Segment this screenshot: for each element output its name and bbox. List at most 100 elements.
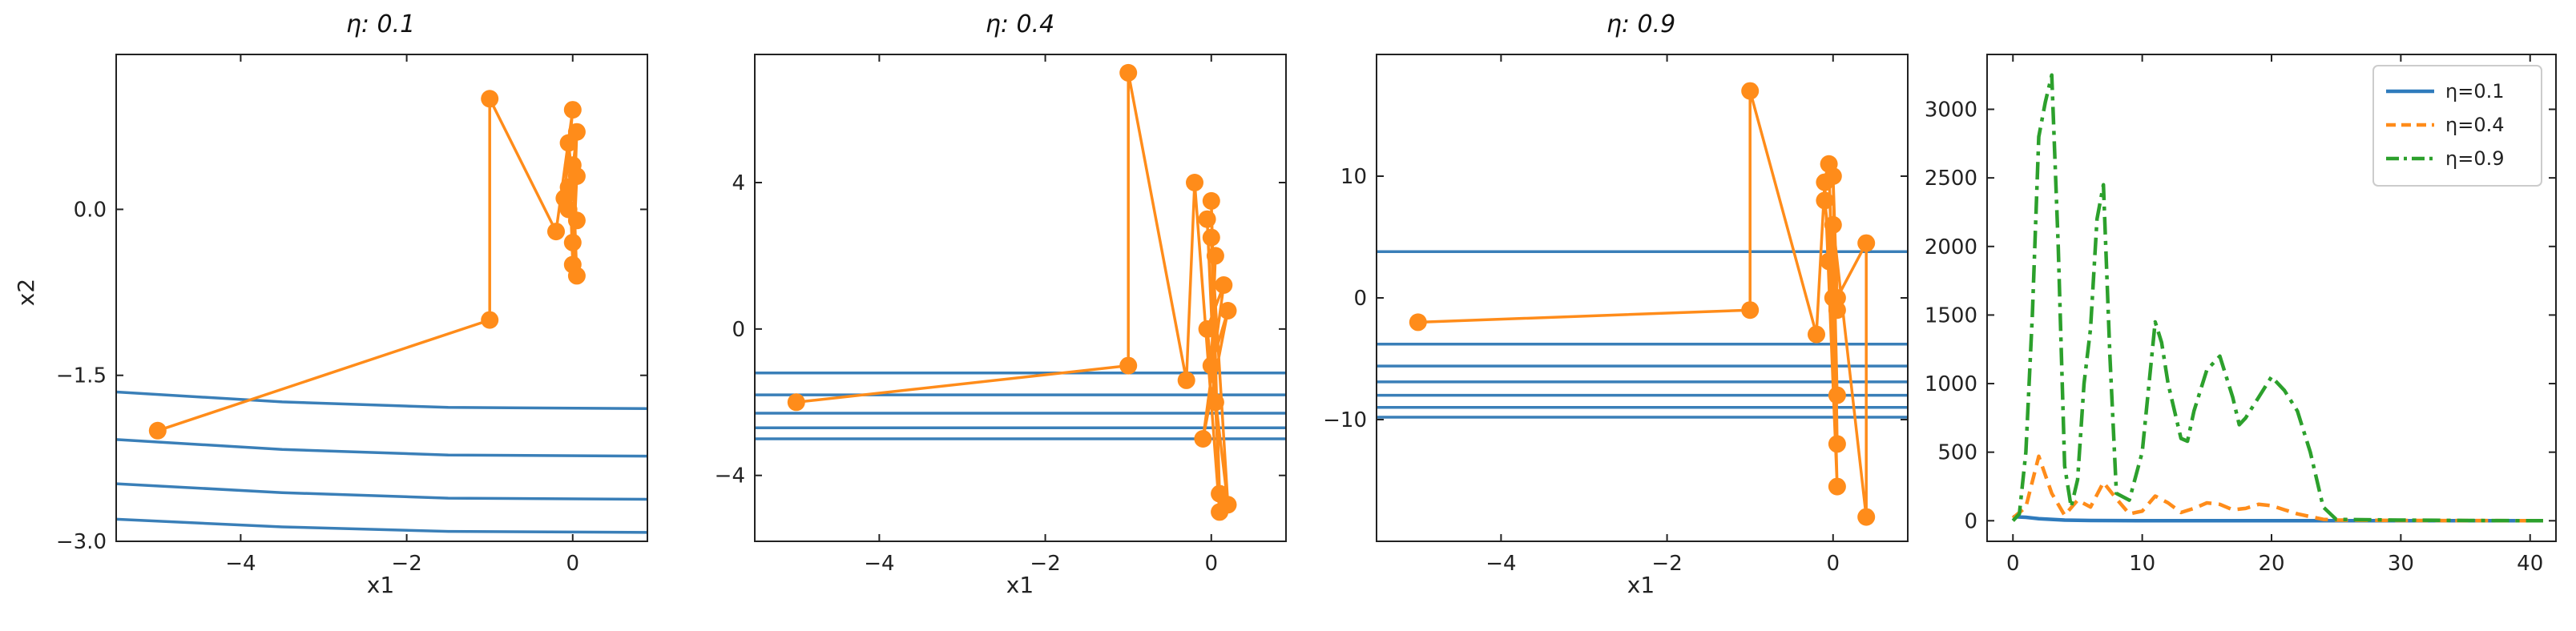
series-line — [2011, 454, 2543, 523]
axes-frame — [115, 54, 648, 542]
y-tick-label: 3000 — [1925, 98, 1977, 123]
trajectory-point — [1820, 252, 1838, 271]
series-line — [796, 71, 1230, 514]
axes-frame — [754, 54, 1287, 542]
trajectory-point — [1177, 371, 1195, 389]
trajectory-point — [1119, 63, 1138, 82]
trajectory-point — [559, 200, 578, 219]
trajectory-point — [563, 156, 582, 175]
trajectory-point — [567, 123, 586, 141]
legend-label: η=0.4 — [2445, 114, 2505, 136]
y-tick-label: 500 — [1937, 441, 1977, 465]
x-tick-label: 0 — [566, 552, 579, 576]
series-line — [1417, 89, 1868, 519]
trajectory-point — [1206, 247, 1224, 265]
contour-line — [116, 517, 647, 534]
trajectory-point — [1857, 508, 1876, 526]
contour-line — [116, 438, 647, 458]
x-axis-label: x1 — [367, 572, 394, 598]
x-tick-label: 0 — [2006, 552, 2020, 576]
y-tick-label: 2000 — [1925, 235, 1977, 259]
trajectory-point — [563, 233, 582, 251]
trajectory-point — [1219, 496, 1237, 514]
y-tick-label: 0 — [1964, 509, 1977, 533]
panel-title: η: 0.4 — [986, 10, 1054, 38]
y-tick-label: −1.5 — [56, 364, 107, 388]
legend: η=0.1 η=0.4 η=0.9 — [2372, 65, 2542, 187]
y-tick-label: 0.0 — [74, 198, 107, 222]
trajectory-point — [1857, 234, 1876, 252]
y-tick-label: 4 — [732, 171, 745, 195]
x-tick-label: −2 — [1651, 552, 1682, 576]
panel-title: η: 0.1 — [346, 10, 415, 38]
trajectory-point — [1816, 191, 1834, 210]
chart-panel-eta-0-9: η: 0.9 x1 −4 −2 0 −10 0 10 — [1323, 10, 1909, 598]
trajectory-point — [1202, 228, 1220, 247]
x-tick-label: 10 — [2129, 552, 2155, 576]
trajectory-point — [1206, 393, 1224, 412]
chart-panel-loss-curves: 0 10 20 30 40050010001500200025003000η=0.1η=… — [1925, 54, 2557, 576]
x-tick-label: 20 — [2258, 552, 2284, 576]
trajectory-point — [1215, 276, 1233, 294]
plot-area — [116, 90, 647, 534]
trajectory-point — [1828, 435, 1846, 453]
y-tick-label: 10 — [1340, 165, 1367, 189]
legend-frame — [2372, 65, 2542, 187]
x-tick-label: 0 — [1826, 552, 1840, 576]
trajectory-point — [1219, 302, 1237, 320]
legend-label: η=0.9 — [2445, 147, 2505, 170]
legend-label: η=0.1 — [2445, 80, 2505, 102]
y-tick-label: 1000 — [1925, 372, 1977, 396]
trajectory-point — [1202, 356, 1220, 375]
y-tick-label: −3.0 — [56, 530, 107, 554]
trajectory-point — [567, 267, 586, 285]
trajectory-point — [1824, 289, 1842, 307]
contour-line — [116, 390, 647, 410]
y-tick-label: 2500 — [1925, 167, 1977, 191]
panel-title: η: 0.9 — [1606, 10, 1675, 38]
trajectory-point — [481, 311, 499, 329]
plot-area — [755, 63, 1286, 521]
x-tick-label: 0 — [1204, 552, 1218, 576]
trajectory-point — [787, 393, 805, 412]
plot-area — [1377, 82, 1908, 526]
trajectory-point — [547, 223, 565, 241]
trajectory-point — [1409, 313, 1427, 332]
y-tick-label: 1500 — [1925, 303, 1977, 328]
y-tick-label: 0 — [732, 318, 745, 342]
trajectory-point — [1186, 174, 1203, 191]
y-tick-label: −10 — [1323, 408, 1367, 432]
x-tick-label: 30 — [2388, 552, 2414, 576]
x-axis-label: x1 — [1627, 572, 1655, 598]
trajectory-point — [1828, 477, 1846, 496]
trajectory-point — [1741, 82, 1760, 100]
x-tick-label: −2 — [1030, 552, 1060, 576]
x-axis-label: x1 — [1006, 572, 1034, 598]
x-tick-label: 40 — [2517, 552, 2543, 576]
trajectory-point — [1119, 356, 1138, 375]
plot-area — [2011, 73, 2543, 523]
trajectory-point — [563, 101, 582, 119]
contour-line — [116, 482, 647, 501]
trajectory-point — [1198, 210, 1216, 228]
y-tick-label: 0 — [1353, 287, 1367, 311]
trajectory-point — [1808, 325, 1825, 344]
y-tick-label: −4 — [715, 464, 745, 488]
x-tick-label: −4 — [225, 552, 256, 576]
trajectory-point — [1202, 191, 1220, 210]
trajectory-point — [481, 90, 499, 108]
trajectory-point — [1824, 215, 1842, 234]
trajectory-point — [1828, 386, 1846, 404]
x-tick-label: −4 — [864, 552, 894, 576]
trajectory-point — [1198, 320, 1216, 338]
chart-panel-eta-0-4: η: 0.4 x1 −4 −2 0 −4 0 4 — [715, 10, 1287, 598]
series-line — [2011, 73, 2543, 523]
y-axis-label: x2 — [13, 279, 39, 306]
series-line — [157, 97, 578, 432]
trajectory-point — [1194, 430, 1212, 448]
trajectory-point — [559, 178, 578, 196]
chart-panel-eta-0-1: η: 0.1 x1 x2 −4 −2 0 −3.0 −1.5 0.0 — [13, 10, 648, 598]
trajectory-point — [1824, 167, 1842, 185]
trajectory-point — [1741, 301, 1760, 320]
